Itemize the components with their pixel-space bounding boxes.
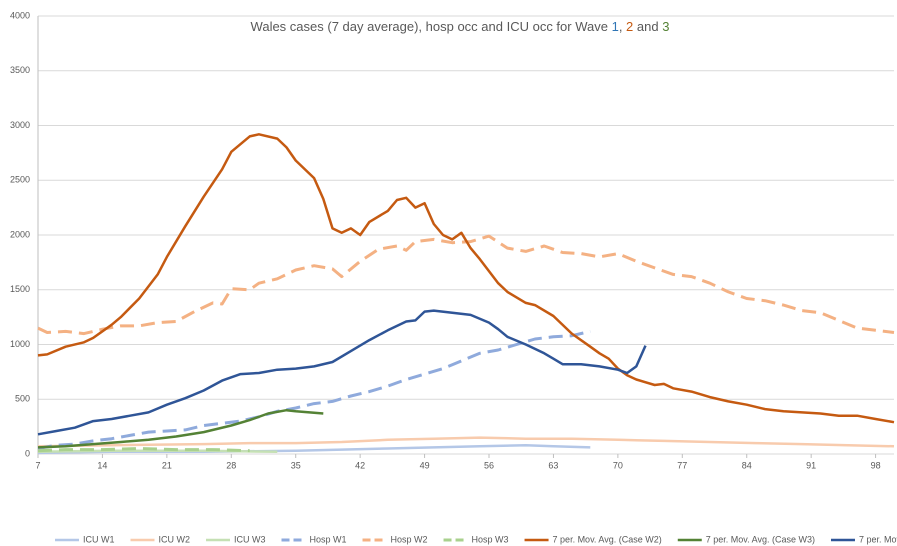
series-line bbox=[37, 408, 324, 449]
y-tick-label: 4000 bbox=[10, 10, 30, 20]
title-part: 3 bbox=[662, 19, 669, 34]
legend-label: ICU W1 bbox=[83, 534, 115, 544]
title-part: 1 bbox=[612, 19, 619, 34]
x-tick-label: 70 bbox=[613, 460, 623, 470]
x-tick-label: 7 bbox=[35, 460, 40, 470]
x-tick-label: 35 bbox=[291, 460, 301, 470]
legend-label: 7 per. Mov. Avg. (Case W3) bbox=[706, 534, 815, 544]
x-tick-label: 21 bbox=[162, 460, 172, 470]
x-tick-label: 28 bbox=[226, 460, 236, 470]
legend-label: ICU W3 bbox=[234, 534, 266, 544]
series-line bbox=[37, 234, 895, 336]
x-tick-label: 63 bbox=[548, 460, 558, 470]
legend-label: Hosp W1 bbox=[310, 534, 347, 544]
legend-label: 7 per. Mov. Avg. (Case W1) bbox=[859, 534, 897, 544]
title-part: and bbox=[633, 19, 662, 34]
x-tick-label: 91 bbox=[806, 460, 816, 470]
y-tick-label: 2500 bbox=[10, 175, 30, 185]
title-part: Wales cases (7 day average), hosp occ an… bbox=[251, 19, 612, 34]
series-line bbox=[37, 449, 278, 454]
series-line bbox=[37, 329, 591, 450]
x-tick-label: 77 bbox=[677, 460, 687, 470]
title-part: , bbox=[619, 19, 626, 34]
y-tick-label: 1000 bbox=[10, 339, 30, 349]
y-tick-label: 0 bbox=[25, 448, 30, 458]
y-tick-label: 3500 bbox=[10, 65, 30, 75]
series-line bbox=[37, 447, 250, 453]
x-tick-label: 42 bbox=[355, 460, 365, 470]
chart-title: Wales cases (7 day average), hosp occ an… bbox=[251, 19, 670, 34]
y-tick-label: 2000 bbox=[10, 229, 30, 239]
x-tick-label: 49 bbox=[420, 460, 430, 470]
legend-label: Hosp W3 bbox=[472, 534, 509, 544]
x-tick-label: 98 bbox=[871, 460, 881, 470]
y-tick-label: 3000 bbox=[10, 120, 30, 130]
series-line bbox=[37, 309, 647, 436]
legend-label: Hosp W2 bbox=[391, 534, 428, 544]
x-tick-label: 84 bbox=[742, 460, 752, 470]
y-tick-label: 500 bbox=[15, 394, 30, 404]
x-tick-label: 14 bbox=[97, 460, 107, 470]
title-part: 2 bbox=[626, 19, 633, 34]
legend-label: ICU W2 bbox=[159, 534, 191, 544]
legend-label: 7 per. Mov. Avg. (Case W2) bbox=[553, 534, 662, 544]
series-line bbox=[37, 436, 895, 448]
x-tick-label: 56 bbox=[484, 460, 494, 470]
series-line bbox=[37, 133, 895, 424]
y-tick-label: 1500 bbox=[10, 284, 30, 294]
